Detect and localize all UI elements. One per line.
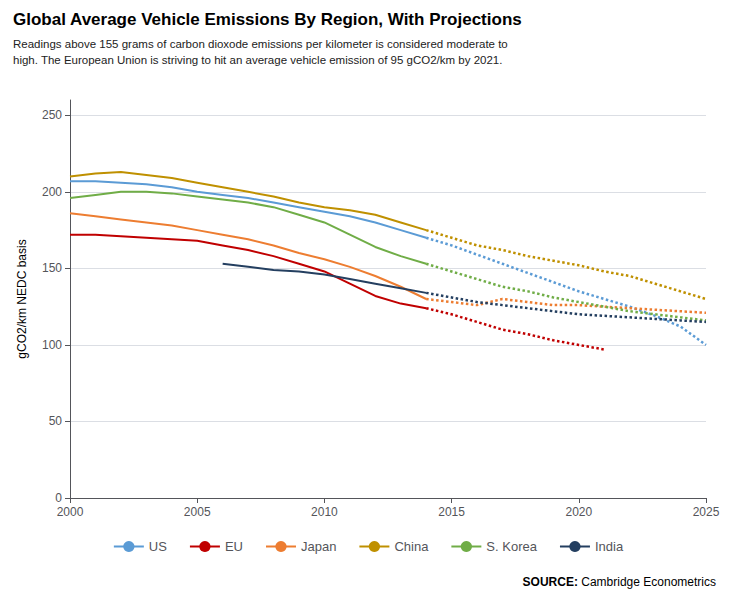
svg-text:SOURCE:: SOURCE: <box>523 575 578 589</box>
svg-text:250: 250 <box>42 108 62 122</box>
svg-text:India: India <box>595 539 624 554</box>
svg-text:EU: EU <box>225 539 243 554</box>
svg-text:2005: 2005 <box>184 505 211 519</box>
svg-text:China: China <box>394 539 429 554</box>
svg-text:S. Korea: S. Korea <box>486 539 537 554</box>
svg-text:0: 0 <box>55 491 62 505</box>
svg-text:2000: 2000 <box>57 505 84 519</box>
svg-text:2025: 2025 <box>693 505 720 519</box>
svg-text:100: 100 <box>42 338 62 352</box>
svg-text:2010: 2010 <box>311 505 338 519</box>
svg-text:Cambridge Econometrics: Cambridge Econometrics <box>578 575 716 589</box>
svg-text:150: 150 <box>42 261 62 275</box>
svg-text:gCO2/km NEDC basis: gCO2/km NEDC basis <box>15 239 29 358</box>
svg-text:high. The European Union is st: high. The European Union is striving to … <box>13 54 502 66</box>
svg-text:200: 200 <box>42 185 62 199</box>
svg-text:US: US <box>149 539 167 554</box>
svg-text:Readings above 155 grams of ca: Readings above 155 grams of carbon dioxo… <box>13 38 508 50</box>
svg-text:2020: 2020 <box>565 505 592 519</box>
svg-text:2015: 2015 <box>438 505 465 519</box>
svg-text:Global Average Vehicle Emissio: Global Average Vehicle Emissions By Regi… <box>13 10 522 29</box>
svg-text:Japan: Japan <box>301 539 336 554</box>
svg-text:50: 50 <box>49 414 63 428</box>
